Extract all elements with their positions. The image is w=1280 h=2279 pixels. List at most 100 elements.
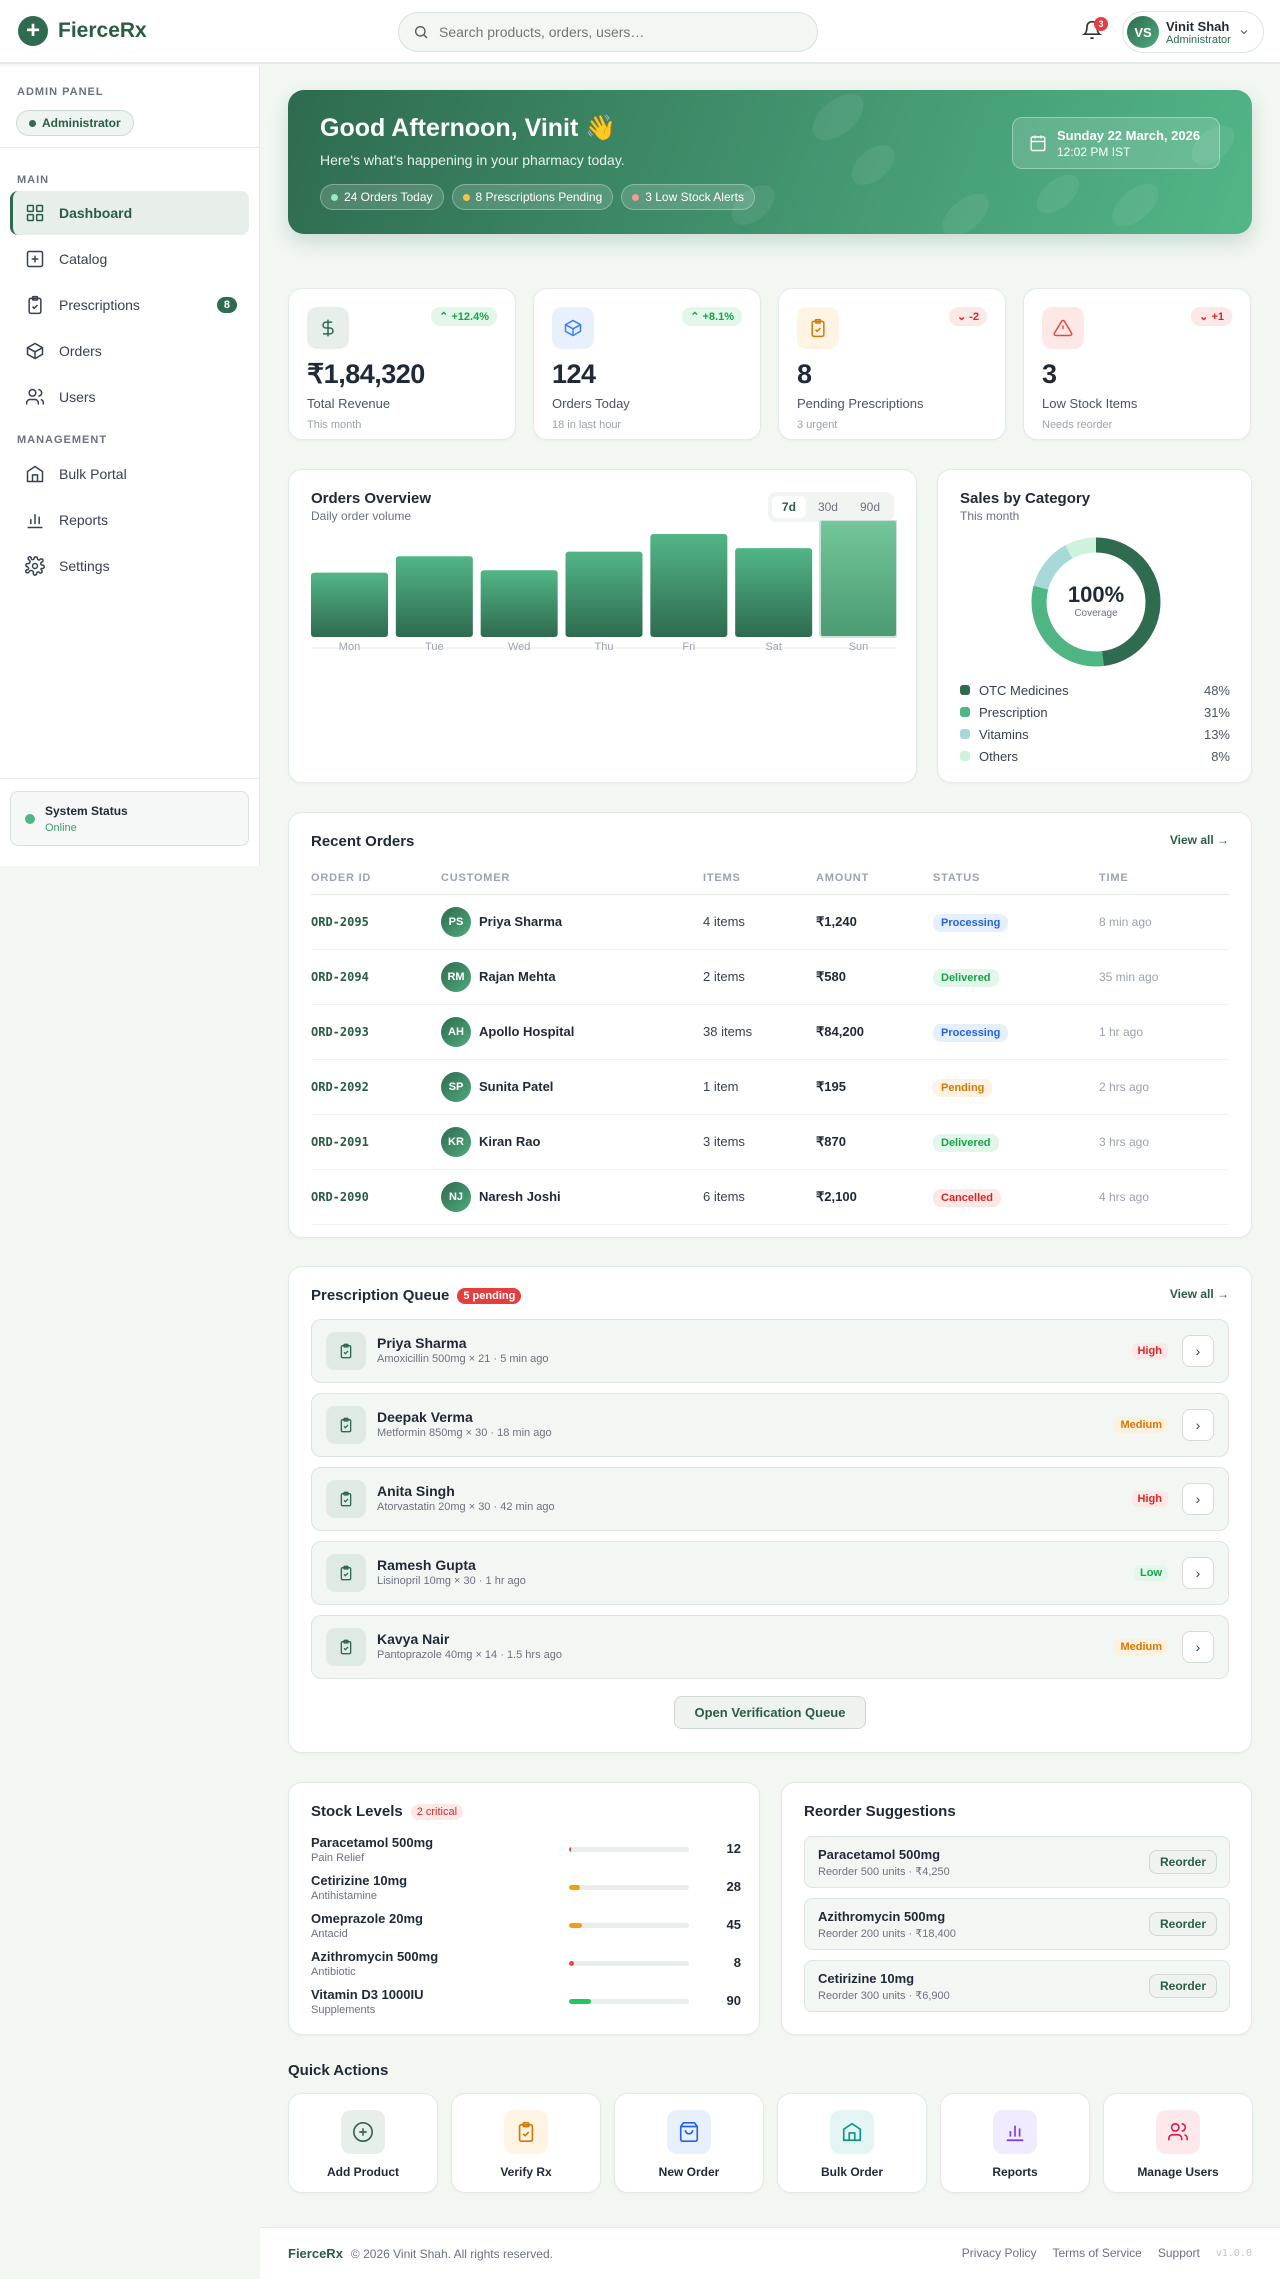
order-id[interactable]: ORD-2090	[311, 1169, 441, 1225]
sidebar-item-bulk-portal[interactable]: Bulk Portal	[10, 452, 249, 496]
bar-thu[interactable]	[565, 551, 643, 637]
reorder-button[interactable]: Reorder	[1149, 1912, 1217, 1936]
privacy-policy-link[interactable]: Privacy Policy	[961, 2246, 1037, 2260]
donut-center-label: Coverage	[1074, 608, 1118, 619]
quick-action-reports[interactable]: Reports	[940, 2093, 1090, 2193]
nav-label: Orders	[59, 343, 102, 359]
range-90d[interactable]: 90d	[859, 500, 880, 514]
notifications-button[interactable]: 3	[1081, 17, 1108, 42]
amount: ₹580	[816, 949, 933, 1005]
range-7d[interactable]: 7d	[771, 496, 806, 518]
order-id[interactable]: ORD-2094	[311, 949, 441, 1005]
chevron-right-icon[interactable]: ›	[1182, 1631, 1214, 1663]
prescription-item[interactable]: Ramesh Gupta Lisinopril 10mg × 30 · 1 hr …	[311, 1541, 1229, 1605]
orders-today-pill[interactable]: 24 Orders Today	[320, 184, 444, 210]
recent-orders-card: Recent Orders View all → ORDER ID CUSTOME…	[288, 812, 1252, 1238]
range-30d[interactable]: 30d	[817, 500, 838, 514]
items-count: 4 items	[703, 894, 816, 950]
donut-slice-prescription[interactable]	[1031, 537, 1161, 667]
open-verification-queue-button[interactable]: Open Verification Queue	[674, 1696, 866, 1729]
table-row[interactable]: ORD-2094 RM Rajan Mehta 2 items ₹580 Delivere…	[311, 949, 1229, 1005]
stock-item: Omeprazole 20mg Antacid 45	[311, 1911, 741, 1949]
order-id[interactable]: ORD-2092	[311, 1059, 441, 1115]
search-bar[interactable]	[398, 12, 818, 52]
bar-wed[interactable]	[480, 570, 558, 637]
product-name: Azithromycin 500mg	[818, 1909, 946, 1924]
greeting-title: Good Afternoon, Vinit 👋	[320, 114, 617, 142]
stat-card-prescriptions: ⌄ -2 8 Pending Prescriptions 3 urgent	[778, 288, 1006, 440]
table-row[interactable]: ORD-2090 NJ Naresh Joshi 6 items ₹2,100 Cance…	[311, 1169, 1229, 1225]
bar-mon[interactable]	[311, 572, 388, 637]
items-count: 1 item	[703, 1059, 816, 1115]
date-display: Sunday 22 March, 2026 12:02 PM IST	[1012, 117, 1220, 169]
low-stock-pill[interactable]: 3 Low Stock Alerts	[621, 184, 755, 210]
sidebar-item-catalog[interactable]: Catalog	[10, 237, 249, 281]
support-link[interactable]: Support	[1157, 2246, 1200, 2260]
bar-sun[interactable]	[819, 520, 897, 638]
stock-item: Azithromycin 500mg Antibiotic 8	[311, 1949, 741, 1987]
prescriptions-pending-pill[interactable]: 8 Prescriptions Pending	[451, 184, 614, 210]
prescription-item[interactable]: Kavya Nair Pantoprazole 40mg × 14 · 1.5 h…	[311, 1615, 1229, 1679]
orders-view-all-link[interactable]: View all →	[1169, 833, 1229, 847]
quick-action-verify-rx[interactable]: Verify Rx	[451, 2093, 601, 2193]
bar-tue[interactable]	[395, 556, 473, 637]
sidebar-item-orders[interactable]: Orders	[10, 329, 249, 373]
chevron-right-icon[interactable]: ›	[1182, 1557, 1214, 1589]
table-row[interactable]: ORD-2095 PS Priya Sharma 4 items ₹1,240 Proce…	[311, 894, 1229, 950]
quick-action-new-order[interactable]: New Order	[614, 2093, 764, 2193]
quick-action-bulk-order[interactable]: Bulk Order	[777, 2093, 927, 2193]
stock-item: Cetirizine 10mg Antihistamine 28	[311, 1873, 741, 1911]
status-badge: Processing	[933, 1024, 1009, 1042]
search-input[interactable]	[439, 24, 799, 40]
sidebar-item-users[interactable]: Users	[10, 375, 249, 419]
order-id[interactable]: ORD-2091	[311, 1114, 441, 1170]
prescription-item[interactable]: Priya Sharma Amoxicillin 500mg × 21 · 5 m…	[311, 1319, 1229, 1383]
clipboard-check-icon	[504, 2110, 548, 2154]
reorder-button[interactable]: Reorder	[1149, 1974, 1217, 1998]
customer-name: Kiran Rao	[479, 1134, 541, 1149]
patient-name: Deepak Verma	[377, 1409, 473, 1425]
quick-action-manage-users[interactable]: Manage Users	[1103, 2093, 1253, 2193]
prescriptions-count-badge: 8	[216, 297, 237, 313]
terms-link[interactable]: Terms of Service	[1052, 2246, 1142, 2260]
chevron-right-icon[interactable]: ›	[1182, 1409, 1214, 1441]
sidebar-item-prescriptions[interactable]: Prescriptions 8	[10, 283, 249, 327]
stat-sub: This month	[307, 419, 362, 431]
brand-logo[interactable]: + FierceRx	[18, 16, 147, 46]
prescription-item[interactable]: Deepak Verma Metformin 850mg × 30 · 18 mi…	[311, 1393, 1229, 1457]
reorder-item: Paracetamol 500mg Reorder 500 units · ₹4,…	[804, 1836, 1230, 1888]
sales-by-category-card: Sales by Category This month 100% Covera…	[937, 469, 1252, 783]
chart-subtitle: This month	[960, 509, 1020, 523]
user-menu[interactable]: VS Vinit Shah Administrator	[1122, 11, 1264, 53]
table-row[interactable]: ORD-2093 AH Apollo Hospital 38 items ₹84,200…	[311, 1004, 1229, 1060]
amount: ₹2,100	[816, 1169, 933, 1225]
prescription-item[interactable]: Anita Singh Atorvastatin 20mg × 30 · 42 m…	[311, 1467, 1229, 1531]
bar-fri[interactable]	[650, 534, 728, 637]
chevron-right-icon[interactable]: ›	[1182, 1335, 1214, 1367]
legend-item: OTC Medicines 48%	[960, 679, 1230, 701]
pill-text: 8 Prescriptions Pending	[475, 190, 603, 204]
main-section-label: MAIN	[17, 174, 50, 186]
quick-action-add-product[interactable]: Add Product	[288, 2093, 438, 2193]
rx-view-all-link[interactable]: View all →	[1169, 1287, 1229, 1301]
shopping-bag-icon	[667, 2110, 711, 2154]
chevron-right-icon[interactable]: ›	[1182, 1483, 1214, 1515]
table-row[interactable]: ORD-2092 SP Sunita Patel 1 item ₹195 Pending 2…	[311, 1059, 1229, 1115]
table-row[interactable]: ORD-2091 KR Kiran Rao 3 items ₹870 Delivered 3…	[311, 1114, 1229, 1170]
stock-level-bar	[569, 1847, 689, 1852]
divider	[0, 778, 259, 779]
nav-label: Users	[59, 389, 96, 405]
sidebar-item-settings[interactable]: Settings	[10, 544, 249, 588]
stat-label: Low Stock Items	[1042, 396, 1138, 411]
sidebar-item-reports[interactable]: Reports	[10, 498, 249, 542]
chevron-down-icon	[1240, 30, 1248, 35]
order-id[interactable]: ORD-2095	[311, 894, 441, 950]
x-tick-label: Sun	[849, 641, 869, 653]
sidebar-item-dashboard[interactable]: Dashboard	[10, 191, 249, 235]
reorder-button[interactable]: Reorder	[1149, 1850, 1217, 1874]
customer-name: Sunita Patel	[479, 1079, 554, 1094]
order-id[interactable]: ORD-2093	[311, 1004, 441, 1060]
donut-slice-others[interactable]	[1031, 537, 1161, 667]
bar-sat[interactable]	[735, 548, 813, 637]
